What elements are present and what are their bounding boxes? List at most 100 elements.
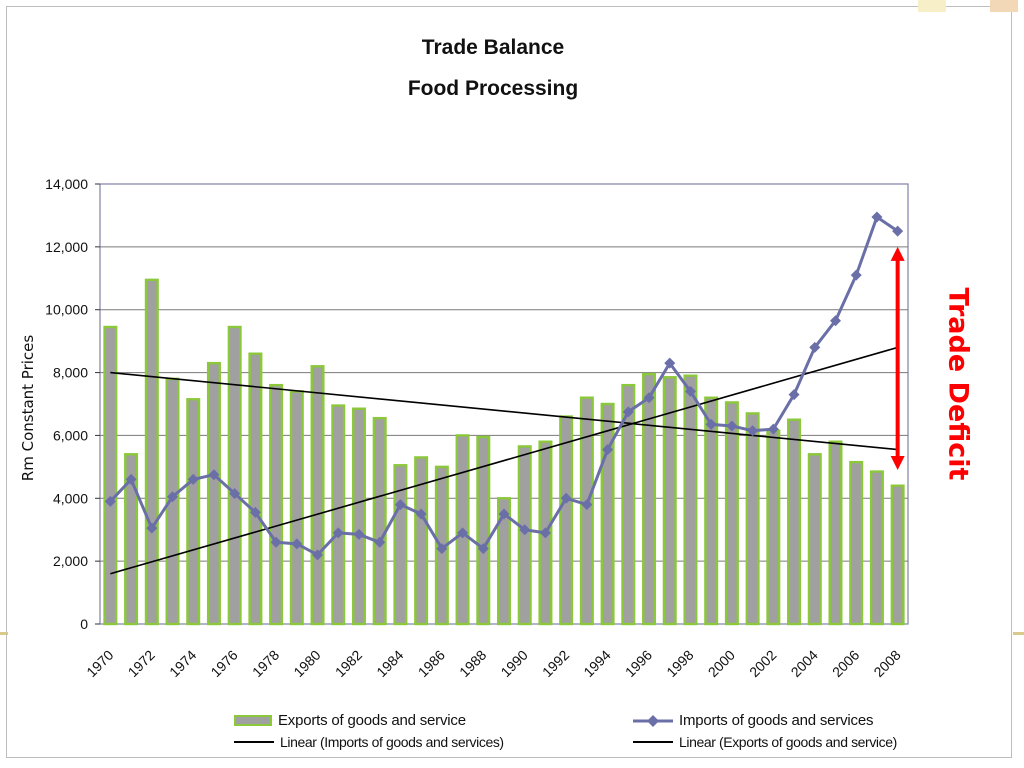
export-bar xyxy=(828,440,843,626)
x-tick-label: 1984 xyxy=(373,647,406,680)
x-tick-label: 2000 xyxy=(705,647,738,680)
imports-marker xyxy=(726,420,738,432)
imports-marker xyxy=(332,527,344,539)
export-bar xyxy=(144,278,159,626)
y-tick-label: 2,000 xyxy=(53,553,88,569)
x-tick-label: 1978 xyxy=(249,647,282,680)
imports-marker xyxy=(498,508,510,520)
export-bar xyxy=(310,365,325,626)
export-bar xyxy=(331,404,346,626)
y-axis-label: Rm Constant Prices xyxy=(19,334,37,482)
export-bar xyxy=(393,464,408,626)
trade-deficit-arrow xyxy=(890,246,905,470)
export-bar xyxy=(745,412,760,626)
y-tick-label: 14,000 xyxy=(45,176,88,192)
imports-marker xyxy=(747,425,759,437)
export-bar xyxy=(869,470,884,626)
export-bar xyxy=(724,401,739,626)
imports-marker xyxy=(415,508,427,520)
imports-marker xyxy=(291,538,303,550)
x-tick-label: 1994 xyxy=(580,647,613,680)
export-bar xyxy=(704,396,719,626)
imports-marker xyxy=(457,527,469,539)
exports-trend-line xyxy=(110,371,898,451)
legend-swatch-exports xyxy=(234,715,272,726)
imports-marker xyxy=(187,473,199,485)
imports-marker xyxy=(477,543,489,555)
export-bar xyxy=(766,429,781,626)
export-bar xyxy=(248,352,263,626)
export-bar xyxy=(206,361,221,626)
y-tick-label: 12,000 xyxy=(45,239,88,255)
export-bar xyxy=(476,435,491,626)
x-tick-label: 1974 xyxy=(166,647,199,680)
legend-label-imports-trend: Linear (Imports of goods and services) xyxy=(280,734,504,750)
export-bar xyxy=(787,418,802,626)
imports-marker xyxy=(146,522,158,534)
export-bar xyxy=(227,325,242,626)
export-bar xyxy=(600,402,615,626)
imports-marker xyxy=(871,211,883,223)
x-tick-label: 1986 xyxy=(415,647,448,680)
imports-marker xyxy=(104,495,116,507)
imports-marker xyxy=(229,488,241,500)
x-tick-label: 1972 xyxy=(125,647,158,680)
export-bar xyxy=(414,456,429,626)
slide-divider xyxy=(1013,632,1024,635)
x-tick-label: 1976 xyxy=(207,647,240,680)
chart-legend: Exports of goods and service Imports of … xyxy=(228,712,918,754)
imports-marker xyxy=(125,473,137,485)
y-tick-label: 6,000 xyxy=(53,427,88,443)
export-bar xyxy=(103,325,118,626)
imports-marker xyxy=(519,524,531,536)
y-tick-label: 4,000 xyxy=(53,490,88,506)
imports-marker xyxy=(767,423,779,435)
imports-marker xyxy=(312,549,324,561)
export-bar xyxy=(807,453,822,626)
x-tick-label: 1980 xyxy=(290,647,323,680)
corner-decoration xyxy=(918,0,946,12)
imports-marker xyxy=(560,492,572,504)
x-tick-label: 1970 xyxy=(83,647,116,680)
x-tick-label: 1982 xyxy=(332,647,365,680)
x-tick-label: 1992 xyxy=(539,647,572,680)
imports-marker xyxy=(208,469,220,481)
chart-title: Trade Balance xyxy=(421,36,565,59)
imports-marker xyxy=(394,499,406,511)
trade-deficit-arrow-head xyxy=(890,246,905,261)
export-bar xyxy=(186,398,201,626)
trade-deficit-arrow-head xyxy=(890,456,905,470)
imports-marker xyxy=(539,527,551,539)
legend-swatch-exports-trend xyxy=(633,741,673,743)
export-bar xyxy=(289,390,304,626)
y-tick-label: 10,000 xyxy=(45,302,88,318)
x-tick-label: 1996 xyxy=(622,647,655,680)
imports-marker xyxy=(270,536,282,548)
legend-item-exports: Exports of goods and service xyxy=(234,712,466,729)
export-bar xyxy=(642,372,657,626)
imports-marker xyxy=(892,225,904,237)
y-tick-label: 8,000 xyxy=(53,365,88,381)
export-bar xyxy=(124,453,139,626)
x-tick-label: 2002 xyxy=(746,647,779,680)
x-tick-label: 2006 xyxy=(829,647,862,680)
imports-marker xyxy=(249,506,261,518)
slide-divider xyxy=(0,632,8,635)
export-bar xyxy=(579,396,594,626)
legend-label-imports: Imports of goods and services xyxy=(679,712,874,729)
export-bar xyxy=(849,460,864,626)
imports-marker xyxy=(602,444,614,456)
corner-decoration xyxy=(990,0,1018,12)
export-bar xyxy=(621,383,636,626)
imports-marker xyxy=(581,499,593,511)
export-bar xyxy=(269,383,284,626)
x-tick-label: 1990 xyxy=(497,647,530,680)
slide-frame xyxy=(6,6,1012,758)
x-tick-label: 1998 xyxy=(663,647,696,680)
x-tick-label: 2004 xyxy=(788,647,821,680)
x-tick-label: 2008 xyxy=(870,647,903,680)
export-bar xyxy=(351,407,366,626)
chart-subtitle: Food Processing xyxy=(407,77,579,100)
legend-item-imports-trend: Linear (Imports of goods and services) xyxy=(234,734,504,750)
